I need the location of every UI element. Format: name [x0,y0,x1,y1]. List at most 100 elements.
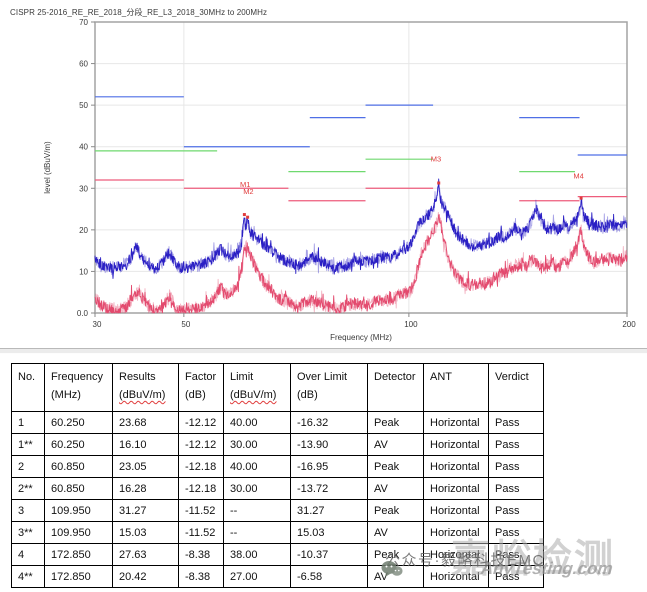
x-tick-label: 50 [181,320,190,329]
results-table: No. Frequency (MHz) Results (dBuV/m) Factor(… [11,363,544,588]
marker-label-M2: M2 [243,187,253,196]
table-cell: AV [367,565,424,588]
table-cell: 60.850 [44,455,113,478]
table-cell: 1 [11,411,45,434]
spectrum-chart: 0.0 10 20 30 40 50 60 70 30 50 100 200 Frequency (MH… [43,18,636,342]
table-cell: 2** [11,477,45,500]
table-cell: -- [223,499,291,522]
table-cell: 2 [11,455,45,478]
table-cell: 1** [11,433,45,456]
y-tick-label: 70 [79,18,88,27]
table-cell: -12.18 [178,477,224,500]
table-cell: 60.250 [44,433,113,456]
table-cell: Pass [488,477,544,500]
table-cell: AV [367,433,424,456]
table-cell: -8.38 [178,565,224,588]
table-row: 4 172.850 27.63 -8.38 38.00 -10.37 Peak Horizon… [11,543,544,566]
table-cell: Peak [367,499,424,522]
table-cell: Pass [488,499,544,522]
table-cell: 40.00 [223,455,291,478]
column-header: Limit (dBuV/m) [223,363,291,412]
y-tick-label: 10 [79,267,88,276]
y-tick-label: 20 [79,226,88,235]
table-cell: 15.03 [112,521,179,544]
table-cell: 3 [11,499,45,522]
table-cell: 3** [11,521,45,544]
x-tick-label: 30 [93,320,102,329]
marker-dot-M4 [579,196,583,200]
table-row: 4** 172.850 20.42 -8.38 27.00 -6.58 AV Horizont… [11,565,544,588]
x-tick-label: 100 [404,320,418,329]
peak-trace [94,178,628,279]
table-cell: AV [367,477,424,500]
y-tick-label: 50 [79,101,88,110]
column-header: ANT [423,363,489,412]
table-cell: Peak [367,543,424,566]
table-cell: Pass [488,565,544,588]
table-cell: -12.18 [178,455,224,478]
table-row: 1** 60.250 16.10 -12.12 30.00 -13.90 AV Horizon… [11,433,544,456]
table-cell: -- [223,521,291,544]
table-cell: Pass [488,543,544,566]
table-row: 2** 60.850 16.28 -12.18 30.00 -13.72 AV Horizon… [11,477,544,500]
table-cell: -16.95 [290,455,368,478]
table-row: 3 109.950 31.27 -11.52 -- 31.27 Peak Horizontal… [11,499,544,522]
table-row: 1 60.250 23.68 -12.12 40.00 -16.32 Peak Horizon… [11,411,544,434]
table-cell: -13.72 [290,477,368,500]
y-tick-label: 60 [79,60,88,69]
table-cell: 172.850 [44,565,113,588]
table-cell: -16.32 [290,411,368,434]
table-cell: -12.12 [178,433,224,456]
plot-border [94,21,628,314]
y-tick-label: 40 [79,143,88,152]
table-cell: 30.00 [223,433,291,456]
x-axis-label: Frequency (MHz) [330,333,392,342]
table-cell: Peak [367,411,424,434]
marker-dot-M1 [242,213,246,217]
y-tick-label: 0.0 [77,309,89,318]
table-cell: -10.37 [290,543,368,566]
table-cell: 30.00 [223,477,291,500]
marker-dot-M2 [246,215,250,219]
section-divider [0,348,647,354]
table-cell: Pass [488,433,544,456]
table-cell: Horizontal [423,499,489,522]
table-cell: Horizontal [423,411,489,434]
table-cell: 4 [11,543,45,566]
table-header-row: No. Frequency (MHz) Results (dBuV/m) Factor(… [11,363,544,412]
table-cell: Horizontal [423,477,489,500]
table-row: 3** 109.950 15.03 -11.52 -- 15.03 AV Horizontal… [11,521,544,544]
table-cell: 172.850 [44,543,113,566]
table-cell: 23.68 [112,411,179,434]
table-cell: Horizontal [423,521,489,544]
table-cell: Horizontal [423,543,489,566]
table-cell: Horizontal [423,455,489,478]
table-cell: Peak [367,455,424,478]
marker-label-M4: M4 [573,171,583,180]
table-cell: 15.03 [290,521,368,544]
column-header: Results (dBuV/m) [112,363,179,412]
table-cell: AV [367,521,424,544]
table-cell: Horizontal [423,565,489,588]
table-cell: 16.10 [112,433,179,456]
table-cell: -11.52 [178,499,224,522]
column-header: Verdict [488,363,544,412]
table-row: 2 60.850 23.05 -12.18 40.00 -16.95 Peak Horizon… [11,455,544,478]
marker-label-M3: M3 [431,155,441,164]
column-header: Detector [367,363,424,412]
table-cell: 4** [11,565,45,588]
y-axis-label: level (dBuV/m) [43,141,52,194]
marker-label-M1: M1 [240,180,250,189]
table-cell: 27.63 [112,543,179,566]
table-cell: -8.38 [178,543,224,566]
column-header: Factor (dB) [178,363,224,412]
table-cell: -11.52 [178,521,224,544]
table-cell: Horizontal [423,433,489,456]
table-cell: 109.950 [44,521,113,544]
table-cell: Pass [488,411,544,434]
table-cell: 38.00 [223,543,291,566]
table-cell: 31.27 [112,499,179,522]
table-cell: 60.850 [44,477,113,500]
column-header: Over Limit (dB) [290,363,368,412]
